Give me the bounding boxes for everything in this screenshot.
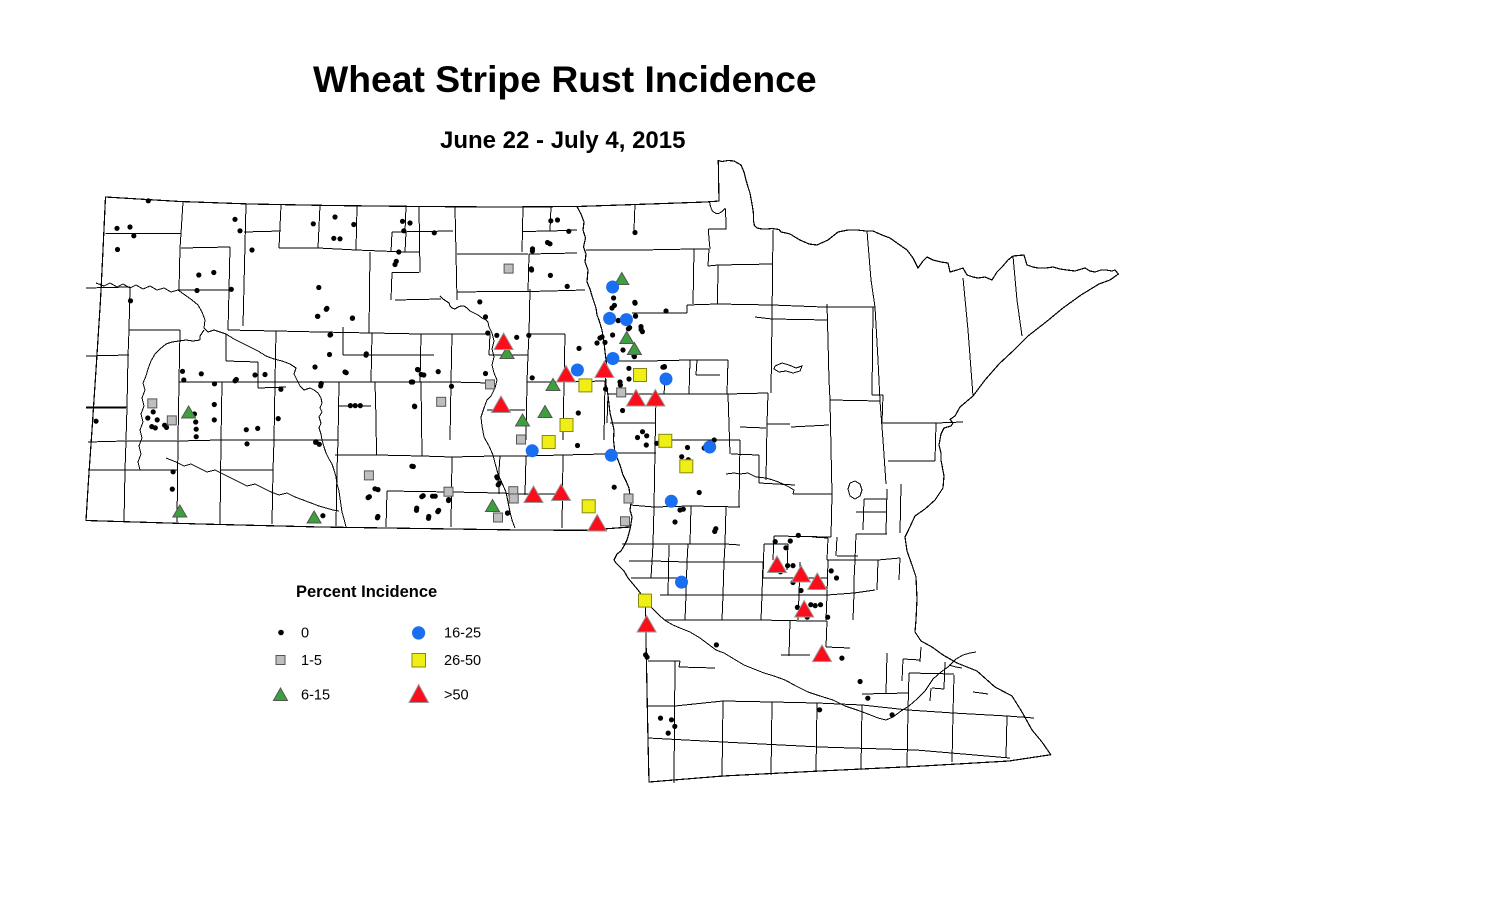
svg-text:1-5: 1-5 bbox=[301, 653, 322, 669]
svg-text:Percent Incidence: Percent Incidence bbox=[296, 583, 437, 601]
svg-text:June 22 - July 4, 2015: June 22 - July 4, 2015 bbox=[440, 127, 685, 154]
svg-text:>50: >50 bbox=[444, 688, 469, 704]
svg-text:0: 0 bbox=[301, 626, 309, 642]
svg-text:26-50: 26-50 bbox=[444, 653, 481, 669]
svg-text:6-15: 6-15 bbox=[301, 688, 330, 704]
svg-text:16-25: 16-25 bbox=[444, 626, 481, 642]
svg-text:Wheat Stripe Rust Incidence: Wheat Stripe Rust Incidence bbox=[313, 58, 817, 100]
